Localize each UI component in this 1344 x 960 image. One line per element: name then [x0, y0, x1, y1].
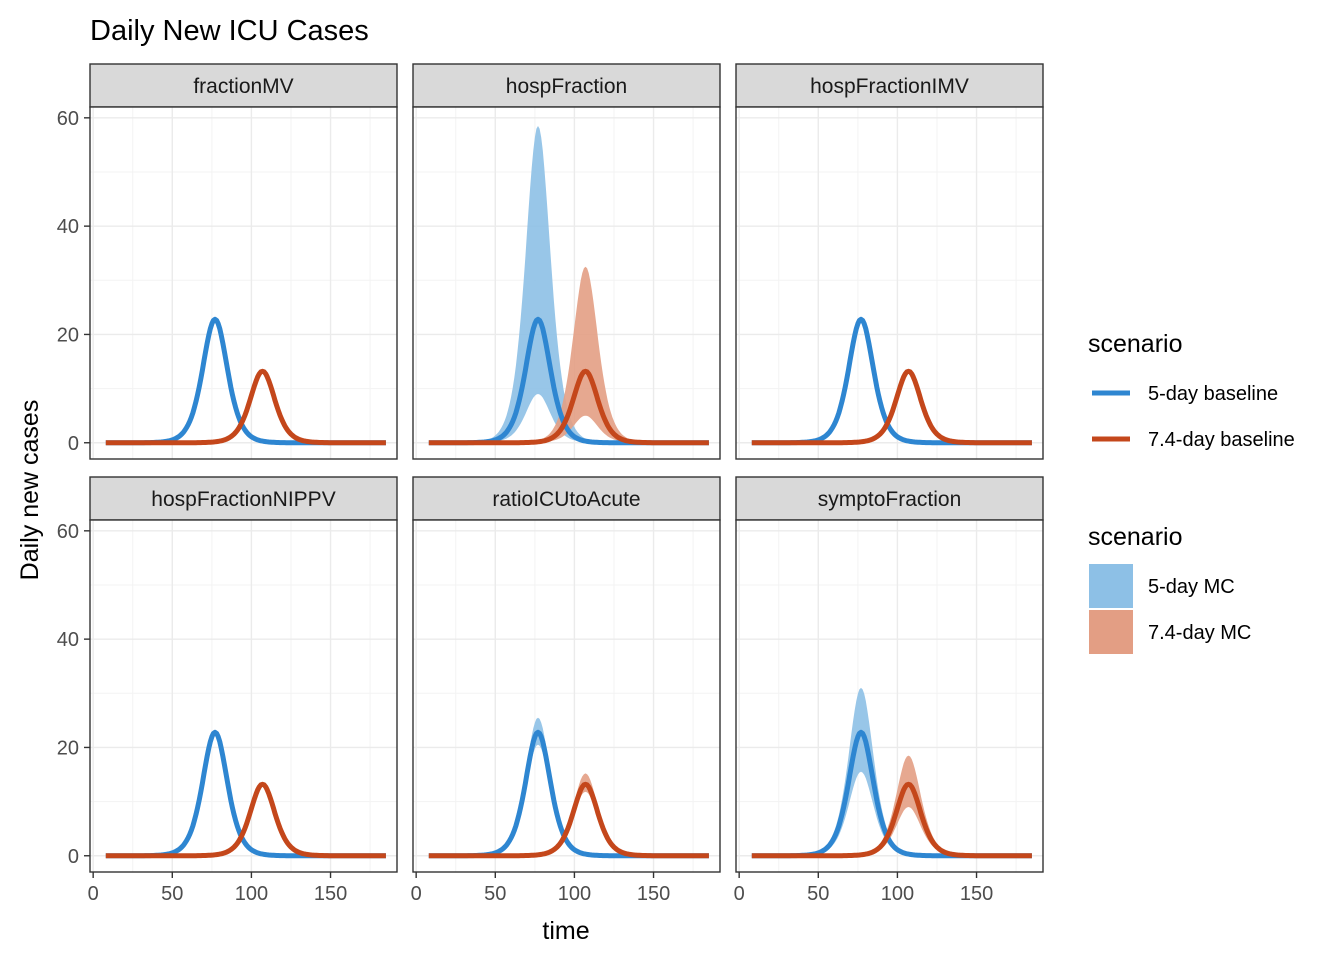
panel-background: [90, 107, 397, 459]
legend-title: scenario: [1088, 523, 1183, 551]
panel-border: [89, 106, 398, 460]
x-tick-label: 50: [484, 883, 506, 905]
legend-entry-label: 5-day baseline: [1148, 383, 1278, 405]
facet-panel: symptoFraction 0 50 100 150: [734, 476, 1044, 905]
y-tick-label: 60: [57, 108, 79, 130]
facet-strip-label: hospFractionIMV: [810, 75, 969, 98]
chart-title: Daily New ICU Cases: [90, 15, 369, 47]
x-tick-label: 100: [558, 883, 591, 905]
facet-strip-label: ratioICUtoAcute: [492, 488, 640, 511]
facet-panel: ratioICUtoAcute 0 50 100 150: [411, 476, 721, 905]
panel-border: [89, 519, 398, 873]
legend-entry-label: 7.4-day MC: [1148, 622, 1251, 644]
panel-background: [736, 107, 1043, 459]
legend-entry-label: 7.4-day baseline: [1148, 429, 1295, 451]
x-tick-label: 0: [734, 883, 745, 905]
facet-strip-label: hospFractionNIPPV: [151, 488, 335, 511]
x-tick-label: 100: [881, 883, 914, 905]
x-tick-label: 150: [637, 883, 670, 905]
facet-strip: [412, 63, 721, 108]
y-tick-label: 40: [57, 629, 79, 651]
facet-strip: [735, 63, 1044, 108]
panel-background: [736, 520, 1043, 872]
facet-strip: [412, 476, 721, 521]
panel-border: [412, 106, 721, 460]
x-tick-label: 150: [314, 883, 347, 905]
panel-background: [90, 520, 397, 872]
x-tick-label: 150: [960, 883, 993, 905]
legend-line: scenario 5-day baseline 7.4-day baseline: [1088, 330, 1295, 451]
facet-panel: hospFractionIMV: [735, 63, 1044, 460]
y-tick-label: 0: [68, 433, 79, 455]
facet-strip: [735, 476, 1044, 521]
legend-key-swatch: [1089, 610, 1133, 654]
legend-fill: scenario 5-day MC 7.4-day MC: [1088, 523, 1251, 654]
x-tick-label: 50: [161, 883, 183, 905]
baseline-line-74day: [104, 781, 387, 859]
legend-entry-label: 5-day MC: [1148, 576, 1235, 598]
baseline-line-74day: [750, 368, 1033, 446]
baseline-line-74day: [750, 781, 1033, 859]
panel-background: [413, 520, 720, 872]
facet-strip: [89, 476, 398, 521]
facet-strip: [89, 63, 398, 108]
y-tick-label: 20: [57, 737, 79, 759]
facet-panel: hospFractionNIPPV 0 20 40 60 0 50 100 150: [57, 476, 398, 905]
x-tick-label: 50: [807, 883, 829, 905]
baseline-line-74day: [104, 368, 387, 446]
baseline-line-74day: [427, 368, 710, 446]
y-axis-title: Daily new cases: [16, 400, 44, 581]
facet-panel: fractionMV 0 20 40 60: [57, 63, 398, 460]
x-axis-title: time: [542, 917, 589, 945]
x-tick-label: 100: [235, 883, 268, 905]
facet-strip-label: hospFraction: [506, 75, 627, 98]
facet-panels: fractionMV 0 20 40 60 hospFraction hospFractio…: [57, 63, 1044, 905]
legend-title: scenario: [1088, 330, 1183, 358]
baseline-line-74day: [427, 781, 710, 859]
facet-strip-label: symptoFraction: [818, 488, 962, 511]
y-tick-label: 0: [68, 846, 79, 868]
y-tick-label: 20: [57, 324, 79, 346]
facet-panel: hospFraction: [412, 63, 721, 460]
y-tick-label: 40: [57, 216, 79, 238]
legend-key-swatch: [1089, 564, 1133, 608]
facet-strip-label: fractionMV: [193, 75, 293, 98]
panel-border: [412, 519, 721, 873]
x-tick-label: 0: [411, 883, 422, 905]
panel-border: [735, 519, 1044, 873]
x-tick-label: 0: [88, 883, 99, 905]
panel-border: [735, 106, 1044, 460]
y-tick-label: 60: [57, 521, 79, 543]
